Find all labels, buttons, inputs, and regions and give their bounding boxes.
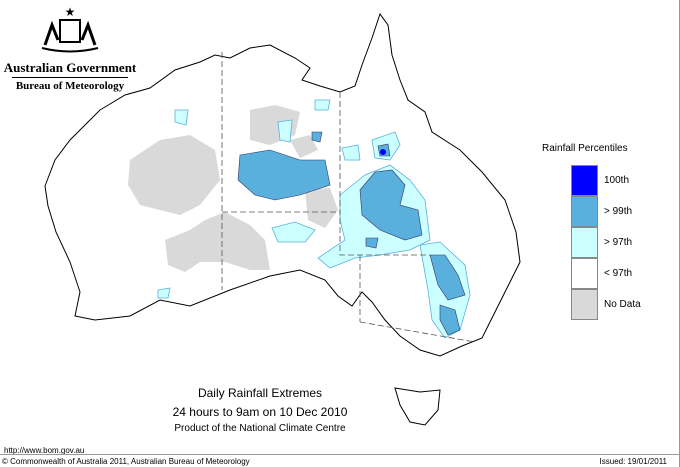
government-name: Australian Government (3, 60, 137, 75)
100th-area (380, 149, 386, 155)
coat-of-arms-logo: ★ (0, 0, 140, 100)
footer-divider (0, 454, 679, 455)
legend-swatch (571, 289, 598, 320)
bom-url-link[interactable]: http://www.bom.gov.au (4, 446, 85, 455)
legend-swatch (571, 165, 598, 196)
legend-swatch (571, 258, 598, 289)
tasmania (394, 387, 441, 426)
copyright: © Commonwealth of Australia 2011, Austra… (2, 457, 250, 466)
legend-title: Rainfall Percentiles (542, 143, 628, 154)
map-title: Daily Rainfall Extremes (197, 386, 323, 400)
svg-text:★: ★ (65, 5, 76, 19)
state-borders (221, 52, 476, 343)
legend-label: > 97th (604, 237, 633, 248)
map-period: 24 hours to 9am on 10 Dec 2010 (172, 405, 348, 419)
legend-label: 100th (604, 175, 630, 186)
legend-swatch (571, 196, 598, 227)
map-product: Product of the National Climate Centre (174, 423, 346, 434)
issued-date: Issued: 19/01/2011 (599, 457, 667, 466)
legend-label: < 97th (604, 268, 633, 279)
legend-label: > 99th (604, 206, 633, 217)
legend-label: No Data (604, 299, 641, 310)
bureau-name: Bureau of Meteorology (15, 80, 125, 92)
legend-swatch (571, 227, 598, 258)
no-data-areas (128, 105, 338, 272)
above-99th-areas (237, 131, 466, 336)
coat-of-arms-icon: ★ (41, 5, 99, 53)
logo-divider (12, 77, 128, 78)
